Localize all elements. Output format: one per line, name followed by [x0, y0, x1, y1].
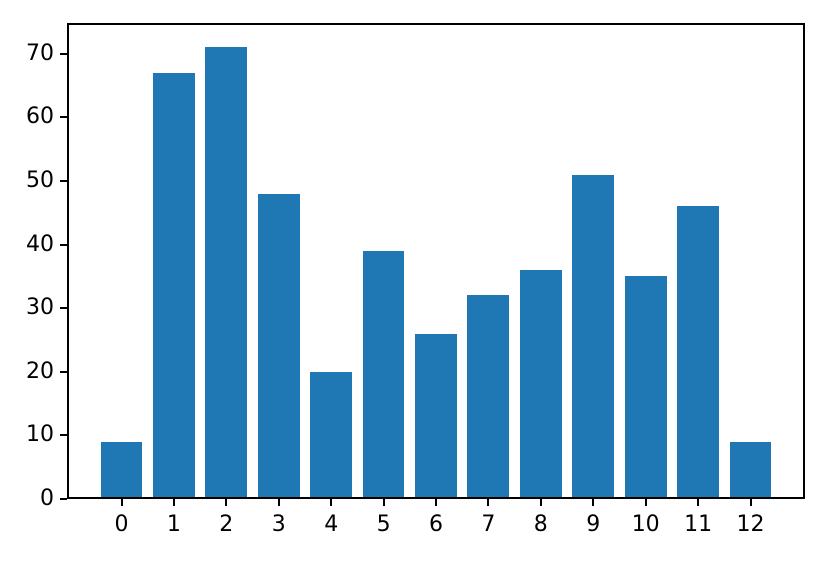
- x-tick-label: 9: [586, 512, 601, 537]
- bar: [415, 333, 457, 499]
- y-tick-label: 40: [26, 231, 54, 257]
- y-tick-mark: [60, 179, 67, 182]
- x-tick-mark: [382, 499, 385, 506]
- x-tick-mark: [120, 499, 123, 506]
- y-tick-label: 50: [26, 167, 54, 193]
- y-tick-label: 20: [26, 358, 54, 384]
- x-tick-mark: [697, 499, 700, 506]
- bar: [100, 441, 143, 499]
- x-tick-label: 3: [271, 512, 286, 537]
- x-tick-mark: [539, 499, 542, 506]
- x-tick-mark: [592, 499, 595, 506]
- y-tick-mark: [60, 498, 67, 500]
- x-tick-mark: [487, 499, 490, 506]
- x-tick-label: 12: [736, 512, 765, 537]
- bar: [362, 250, 405, 499]
- y-tick-mark: [60, 52, 67, 55]
- bar: [257, 193, 300, 499]
- y-tick-mark: [60, 434, 67, 437]
- x-tick-mark: [277, 499, 280, 506]
- y-tick-mark: [60, 307, 67, 310]
- bar: [519, 269, 562, 499]
- x-tick-mark: [225, 499, 228, 506]
- x-tick-label: 1: [166, 512, 181, 537]
- y-tick-label: 60: [26, 104, 54, 130]
- x-tick-label: 4: [324, 512, 339, 537]
- bar: [677, 206, 719, 499]
- x-tick-mark: [644, 499, 647, 506]
- x-tick-label: 0: [114, 512, 129, 537]
- x-tick-label: 10: [631, 512, 660, 537]
- y-tick-mark: [60, 370, 67, 373]
- y-tick-mark: [60, 243, 67, 246]
- x-tick-mark: [749, 499, 752, 506]
- x-tick-label: 5: [376, 512, 391, 537]
- bar: [624, 276, 667, 499]
- y-tick-label: 70: [26, 40, 54, 66]
- x-tick-mark: [435, 499, 437, 506]
- bar: [572, 174, 615, 499]
- bar: [729, 441, 772, 499]
- bar: [310, 371, 353, 499]
- x-tick-label: 11: [684, 512, 713, 537]
- x-tick-label: 2: [219, 512, 234, 537]
- y-tick-label: 0: [40, 486, 54, 511]
- x-tick-label: 6: [429, 512, 443, 537]
- bar: [205, 47, 248, 499]
- y-tick-label: 30: [26, 295, 54, 321]
- y-tick-label: 10: [26, 422, 54, 448]
- bar: [467, 295, 510, 499]
- x-tick-mark: [330, 499, 333, 506]
- x-tick-label: 7: [481, 512, 496, 537]
- y-tick-mark: [60, 116, 67, 119]
- x-tick-mark: [172, 499, 175, 506]
- bar: [153, 72, 195, 499]
- x-tick-label: 8: [533, 512, 548, 537]
